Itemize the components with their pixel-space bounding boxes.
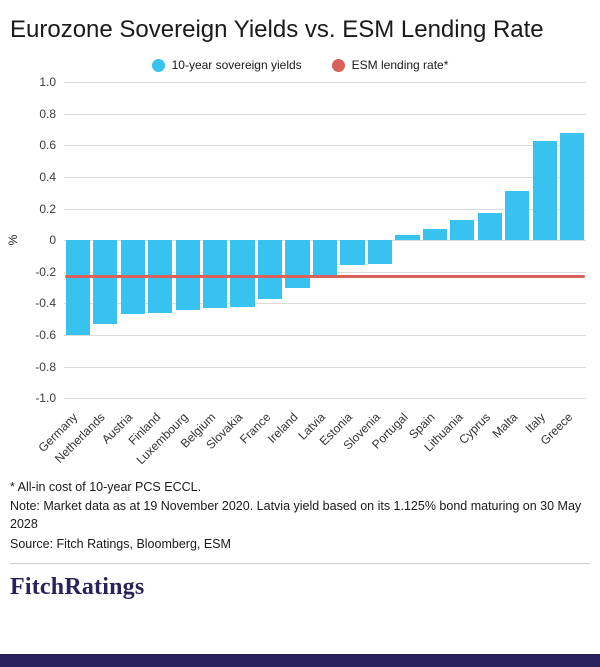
bar-cyprus <box>477 213 502 241</box>
y-tick-label--0.8: -0.8 <box>35 359 56 374</box>
bar-slovakia <box>230 240 255 307</box>
gridline-0.8 <box>64 113 586 115</box>
bar-greece <box>560 132 585 241</box>
legend: 10-year sovereign yields ESM lending rat… <box>0 58 600 72</box>
x-axis: Germany Netherlands Austria Finland Luxembou… <box>0 398 600 476</box>
bar-latvia <box>312 240 338 279</box>
gridline-0.6 <box>64 145 586 147</box>
bar-slovenia <box>367 240 393 264</box>
y-tick-label-1.0: 1.0 <box>39 75 56 90</box>
gridline-0.4 <box>64 176 586 178</box>
footer-divider <box>10 562 590 564</box>
gridline-0.2 <box>64 208 586 210</box>
chart-title: Eurozone Sovereign Yields vs. ESM Lendin… <box>10 16 544 43</box>
footnote-note: Note: Market data as at 19 November 2020… <box>10 499 582 532</box>
yields-legend-label: 10-year sovereign yields <box>171 58 302 73</box>
bar-france <box>257 240 283 299</box>
chart-area: % 1.0 0.8 0.6 0.4 0.2 0 -0.2 -0.4 -0.6 -0.8 -1.0 <box>0 75 600 405</box>
y-tick-label-0.8: 0.8 <box>39 106 56 121</box>
bar-portugal <box>395 235 420 241</box>
y-axis-ticks: 1.0 0.8 0.6 0.4 0.2 0 -0.2 -0.4 -0.6 -0.8 -1.0 <box>22 75 64 405</box>
gridline-1.0 <box>64 82 586 84</box>
y-axis-title: % <box>4 82 22 398</box>
x-tick-label-france: France <box>236 410 273 447</box>
footnote-source: Source: Fitch Ratings, Bloomberg, ESM <box>10 536 231 551</box>
esm-legend-label: ESM lending rate* <box>351 58 449 73</box>
footer-bar <box>0 654 600 667</box>
y-tick-label--1.0: -1.0 <box>35 391 56 406</box>
gridline--0.4 <box>64 303 586 305</box>
x-axis-labels: Germany Netherlands Austria Finland Luxembou… <box>36 398 586 476</box>
y-tick-label-0.2: 0.2 <box>39 201 56 216</box>
yields-legend-swatch-icon <box>151 58 165 72</box>
gridline--1.0 <box>64 398 586 400</box>
legend-item-esm-rate: ESM lending rate* <box>331 58 449 73</box>
esm-lending-rate-line <box>65 275 585 279</box>
y-tick-label-0: 0 <box>49 233 56 248</box>
legend-item-yields: 10-year sovereign yields <box>151 58 302 73</box>
x-tick-label-malta: Malta <box>489 410 521 441</box>
y-tick-label--0.4: -0.4 <box>35 296 56 311</box>
bar-belgium <box>203 240 228 309</box>
footnotes: * All-in cost of 10-year PCS ECCL. Note:… <box>0 476 600 553</box>
y-axis-title-text: % <box>6 234 20 246</box>
bar-netherlands <box>93 240 118 324</box>
y-tick-label-0.4: 0.4 <box>39 169 56 184</box>
y-tick-label--0.6: -0.6 <box>35 327 56 342</box>
bar-malta <box>505 191 530 241</box>
bar-luxembourg <box>175 240 200 310</box>
gridline--0.8 <box>64 366 586 368</box>
x-tick-label-ireland: Ireland <box>264 410 301 447</box>
bar-lithuania <box>450 219 475 241</box>
footnote-allin-cost: * All-in cost of 10-year PCS ECCL. <box>10 480 202 495</box>
gridline--0.6 <box>64 334 586 336</box>
y-tick-label--0.2: -0.2 <box>35 264 56 279</box>
y-tick-label-0.6: 0.6 <box>39 138 56 153</box>
bar-estonia <box>340 240 365 266</box>
bar-spain <box>422 229 447 241</box>
bar-italy <box>532 140 557 241</box>
fitch-ratings-logo: FitchRatings <box>10 573 145 600</box>
esm-legend-swatch-icon <box>331 58 345 72</box>
bar-germany <box>65 240 90 335</box>
plot-area <box>64 82 586 400</box>
bar-ireland <box>285 240 310 288</box>
